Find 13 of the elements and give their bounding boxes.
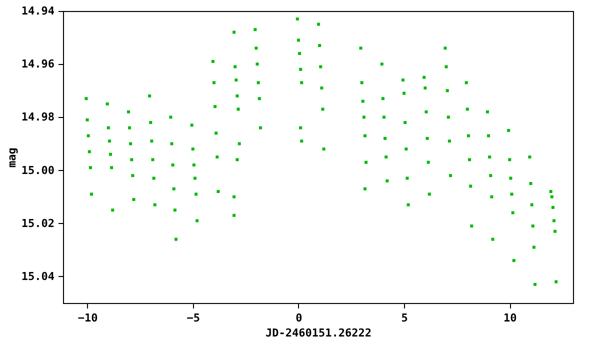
x-tick-label: 0 — [296, 312, 302, 324]
y-tick-label: 14.94 — [21, 4, 55, 18]
y-tick-label: 14.98 — [21, 110, 54, 124]
x-tick-label: −10 — [78, 312, 98, 324]
x-tick-label: 10 — [504, 312, 517, 324]
y-axis-title: mag — [5, 148, 18, 168]
x-tick-label: −5 — [186, 312, 200, 324]
y-tick-label: 15.04 — [21, 270, 55, 283]
y-tick-label: 15.00 — [21, 164, 54, 177]
x-axis-title: JD-2460151.26222 — [266, 326, 372, 340]
y-tick-label: 14.96 — [21, 58, 55, 71]
y-tick-label: 15.02 — [21, 216, 54, 230]
x-tick-label: 5 — [401, 312, 408, 324]
